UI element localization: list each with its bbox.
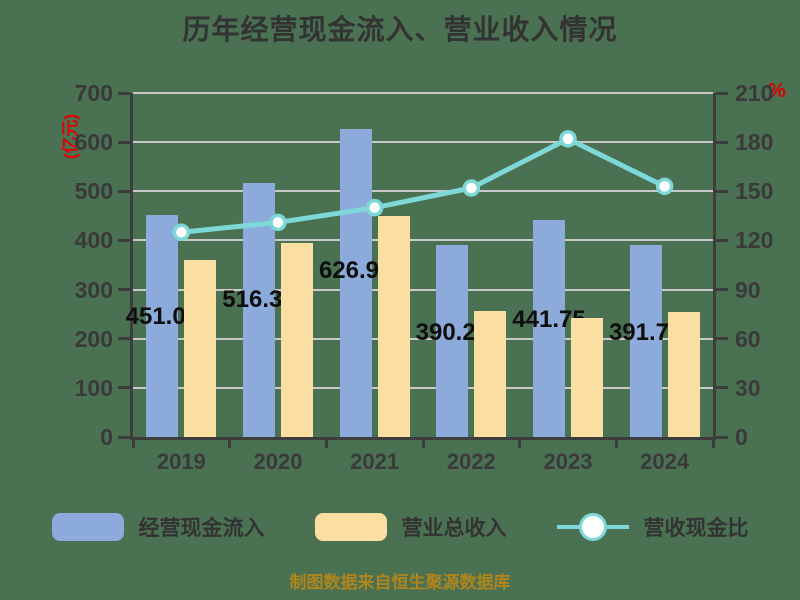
left-axis-tick [118, 91, 130, 95]
x-axis-category-label: 2020 [253, 449, 303, 474]
legend-label-revenue: 营业总收入 [401, 517, 507, 540]
legend-label-cash-inflow: 经营现金流入 [138, 517, 265, 540]
cash-inflow-bar [146, 215, 179, 437]
right-axis-unit-label: % [768, 80, 786, 102]
cash-inflow-bar [436, 245, 469, 437]
legend: 经营现金流入 营业总收入 营收现金比 [0, 512, 800, 542]
x-axis-tick [131, 440, 135, 448]
gridline [133, 288, 713, 291]
right-axis-tick-label: 60 [735, 325, 761, 352]
x-axis-category-label: 2021 [350, 449, 400, 474]
right-axis-tick [716, 140, 728, 144]
cash-inflow-bar [533, 219, 565, 437]
left-axis-tick [118, 386, 130, 390]
cash-inflow-bar [629, 244, 662, 437]
x-axis-tick [421, 440, 425, 448]
right-axis-tick [716, 288, 728, 292]
ratio-line [178, 136, 668, 235]
right-axis-tick-label: 120 [735, 227, 774, 254]
legend-item-cash-inflow: 经营现金流入 [51, 512, 265, 542]
gridline [133, 239, 713, 242]
right-axis-tick-label: 30 [735, 374, 761, 401]
right-axis-tick [716, 435, 728, 439]
left-axis-tick-label: 0 [100, 424, 113, 450]
x-axis-tick [324, 440, 328, 448]
x-axis-category-label: 2022 [446, 449, 496, 474]
left-axis-tick [118, 288, 130, 292]
x-axis-tick [228, 440, 232, 448]
chart-title: 历年经营现金流入、营业收入情况 [182, 14, 618, 45]
right-axis-tick-label: 180 [735, 129, 774, 156]
right-axis-tick [716, 337, 728, 341]
plot-area: 0 100 200 300 400 500 600 700 0 30 60 90 120 150 180 21… [75, 82, 774, 475]
left-axis-tick [118, 140, 130, 144]
left-axis-tick [118, 435, 130, 439]
right-axis-tick-label: 210 [735, 80, 774, 106]
revenue-bar [281, 242, 313, 437]
revenue-bar [474, 310, 507, 437]
gridline [133, 386, 713, 389]
gridline [133, 337, 713, 340]
revenue-bar [571, 317, 603, 437]
right-axis-tick [716, 238, 728, 242]
right-axis-tick [716, 91, 728, 95]
left-axis-tick-label: 500 [74, 178, 113, 205]
x-axis-tick [711, 440, 715, 448]
left-axis-tick [118, 189, 130, 193]
ratio-data-point-marker [559, 130, 577, 148]
ratio-data-point-marker [172, 223, 191, 241]
gridline [133, 92, 713, 94]
revenue-bar [667, 311, 700, 437]
x-axis-category-label: 2023 [543, 449, 593, 474]
x-axis-tick [614, 440, 618, 448]
left-axis-tick-label: 200 [74, 325, 113, 352]
left-axis-tick [118, 238, 130, 242]
left-axis-tick [118, 337, 130, 341]
left-axis-tick-label: 100 [74, 374, 113, 401]
footer-credit: 制图数据来自恒生聚源数据库 [289, 573, 511, 592]
right-axis-tick-label: 150 [735, 178, 774, 205]
left-axis-tick-label: 700 [74, 80, 113, 106]
legend-item-revenue: 营业总收入 [314, 512, 507, 542]
ratio-data-point-marker [269, 213, 287, 232]
ratio-data-point-marker [462, 179, 481, 197]
left-axis-tick-label: 600 [74, 129, 113, 156]
ratio-data-point-marker [655, 177, 674, 196]
left-axis-tick-label: 400 [74, 227, 113, 254]
ratio-data-point-marker [365, 198, 384, 217]
gridline [133, 190, 713, 193]
revenue-swatch [314, 513, 387, 541]
legend-label-ratio: 营收现金比 [643, 517, 749, 540]
cash-inflow-bar [339, 128, 372, 437]
legend-item-ratio: 营收现金比 [556, 512, 749, 542]
ratio-line-swatch [556, 513, 629, 541]
right-axis-tick-label: 90 [735, 276, 761, 303]
ratio-line-marker-icon [578, 513, 607, 541]
right-axis-tick-label: 0 [735, 424, 748, 450]
x-axis-category-label: 2019 [156, 449, 206, 474]
x-axis-tick [518, 440, 522, 448]
cash-inflow-swatch [51, 513, 124, 541]
x-axis-category-label: 2024 [640, 449, 690, 474]
left-axis-tick-label: 300 [74, 276, 113, 303]
right-axis-tick [716, 386, 728, 390]
right-axis-tick [716, 189, 728, 193]
revenue-bar [377, 215, 410, 437]
revenue-bar [184, 260, 217, 437]
gridline [133, 141, 713, 144]
ratio-line-layer [172, 130, 674, 241]
